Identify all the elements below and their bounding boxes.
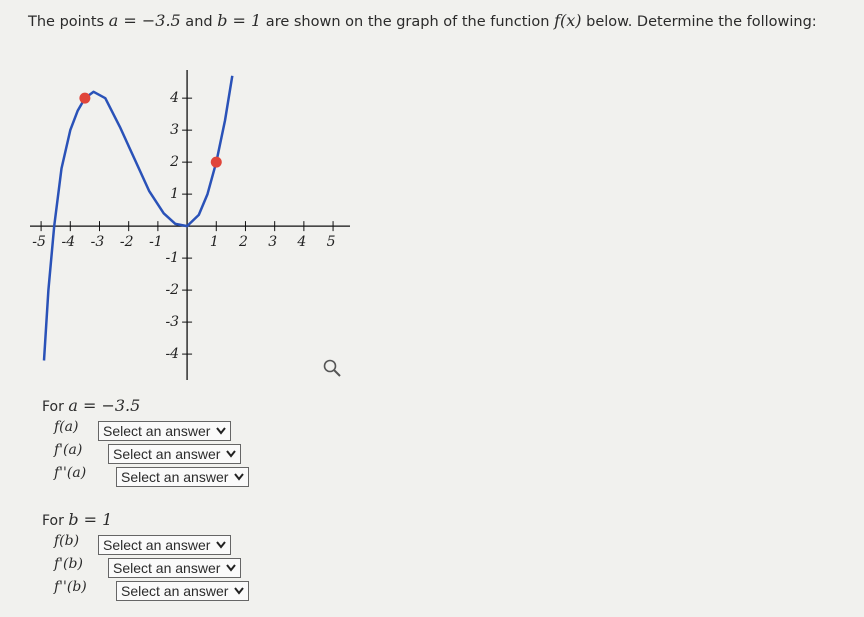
chevron xyxy=(226,450,237,458)
math: a = −3.5 xyxy=(68,396,141,415)
math: b = 1 xyxy=(68,510,113,529)
prompt-text: are shown on the graph of the function xyxy=(261,14,555,30)
x-tick-label: -4 xyxy=(61,234,75,250)
math: a = −3.5 xyxy=(108,11,181,30)
x-tick-label: 5 xyxy=(327,234,336,250)
chevron xyxy=(234,587,245,595)
answer-select[interactable]: Select an answer xyxy=(108,444,242,464)
chevron-path xyxy=(226,564,237,572)
graph: -5 -4 -3 -2 -1 1 2 3 4 5 -4 -3 -2 -1 1 2 3 4 xyxy=(30,70,350,380)
chevron-path xyxy=(226,450,237,458)
section-heading: For a = −3.5 xyxy=(42,396,140,415)
select-text: Select an answer xyxy=(121,469,229,485)
x-tick-label: 3 xyxy=(268,234,277,250)
chevron-path xyxy=(234,473,245,481)
answer-select[interactable]: Select an answer xyxy=(98,421,232,441)
chevron xyxy=(226,564,237,572)
row-label: f''(b) xyxy=(54,579,87,595)
answer-select[interactable]: Select an answer xyxy=(116,581,250,601)
select-text: Select an answer xyxy=(103,423,211,439)
y-tick-label: 3 xyxy=(170,122,179,138)
chevron-path xyxy=(216,541,227,549)
prompt: The points a = −3.5 and b = 1 are shown … xyxy=(28,6,838,37)
point xyxy=(79,92,91,104)
select-text: Select an answer xyxy=(113,446,221,462)
y-tick-label: 4 xyxy=(169,90,179,106)
x-tick-label: -5 xyxy=(32,234,46,250)
x-tick-label: -3 xyxy=(91,234,105,250)
y-tick-label: 1 xyxy=(170,186,179,202)
answer-select[interactable]: Select an answer xyxy=(108,558,242,578)
zoom-lens xyxy=(323,359,337,373)
select-text: Select an answer xyxy=(103,537,211,553)
x-tick-label: 4 xyxy=(296,234,306,250)
select-text: Select an answer xyxy=(113,560,221,576)
prompt-text: The points xyxy=(28,14,109,30)
select-text: Select an answer xyxy=(121,583,229,599)
x-tick-label: 2 xyxy=(238,234,248,250)
row-label: f'(b) xyxy=(54,556,83,572)
answer-select[interactable]: Select an answer xyxy=(98,535,232,555)
prompt-text: and xyxy=(180,14,218,30)
row-label: f''(a) xyxy=(54,465,87,481)
chevron xyxy=(216,541,227,549)
zoom-handle xyxy=(333,369,341,377)
math: b = 1 xyxy=(217,11,262,30)
y-tick-label: 2 xyxy=(169,154,179,170)
chevron-path xyxy=(216,427,227,435)
function-curve xyxy=(42,75,234,361)
chevron-path xyxy=(234,587,245,595)
math: f(x) xyxy=(554,11,582,30)
x-tick-label: -1 xyxy=(149,234,163,250)
chevron xyxy=(216,427,227,435)
heading-text: For xyxy=(42,399,69,415)
row-label: f(b) xyxy=(54,533,80,549)
section-heading: For b = 1 xyxy=(42,510,112,529)
row-label: f'(a) xyxy=(54,442,83,458)
y-tick-label: -2 xyxy=(165,282,179,298)
x-tick-label: -2 xyxy=(120,234,134,250)
answer-select[interactable]: Select an answer xyxy=(116,467,250,487)
y-tick-label: -3 xyxy=(165,314,179,330)
x-tick-label: 1 xyxy=(210,234,219,250)
row-label: f(a) xyxy=(54,419,79,435)
zoom-icon[interactable] xyxy=(322,358,344,380)
y-tick-label: -1 xyxy=(165,250,179,266)
prompt-text: below. Determine the following: xyxy=(581,14,817,30)
heading-text: For xyxy=(42,513,69,529)
y-tick-label: -4 xyxy=(165,346,179,362)
point xyxy=(210,156,222,168)
chevron xyxy=(234,473,245,481)
